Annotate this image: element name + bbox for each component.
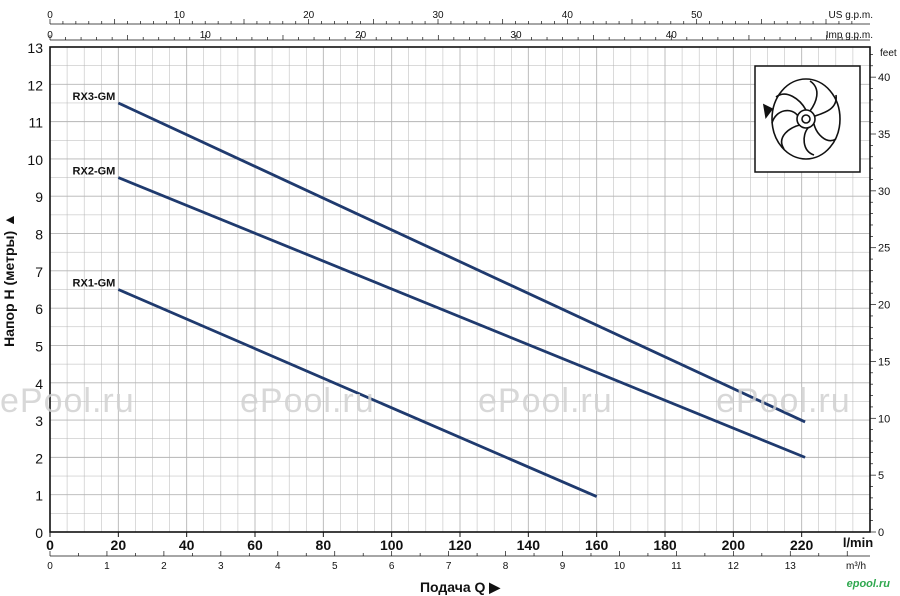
x-tick-label: 220 xyxy=(790,537,814,553)
y-tick-label: 8 xyxy=(35,227,43,243)
impeller-icon xyxy=(754,65,861,173)
axes: 0 10 20 30 40 50 US g.p.m.0 10 20 30 40 Imp g.p.m.0… xyxy=(1,10,897,595)
m3h-tick-label: 5 xyxy=(332,561,338,572)
y-tick-label: 11 xyxy=(28,115,43,131)
imp-gpm-axis-label: Imp g.p.m. xyxy=(826,30,873,41)
grid xyxy=(49,46,871,533)
y-tick-label: 9 xyxy=(35,189,43,205)
watermark: ePool.ru xyxy=(240,382,375,420)
series-label: RX2-GM xyxy=(73,166,116,178)
feet-tick-label: 0 xyxy=(878,527,884,539)
y-tick-label: 13 xyxy=(27,40,43,56)
watermark: ePool.ru xyxy=(478,382,613,420)
m3h-tick-label: 13 xyxy=(785,561,797,572)
feet-tick-label: 20 xyxy=(878,300,890,312)
series-line xyxy=(117,101,806,424)
us-gpm-tick-label: 20 xyxy=(303,10,315,21)
m3h-tick-label: 4 xyxy=(275,561,281,572)
x-tick-label: 180 xyxy=(653,537,677,553)
y-tick-label: 2 xyxy=(35,450,43,466)
m3h-tick-label: 0 xyxy=(47,561,53,572)
y-tick-label: 1 xyxy=(35,488,43,504)
brand-logo: epool.ru xyxy=(846,578,890,590)
y-tick-label: 0 xyxy=(35,525,43,541)
x-tick-label: 0 xyxy=(46,537,54,553)
us-gpm-tick-label: 50 xyxy=(691,10,703,21)
watermark: ePool.ru xyxy=(0,382,135,420)
x-tick-label: 100 xyxy=(380,537,404,553)
feet-tick-label: 10 xyxy=(878,413,890,425)
x-tick-label: 40 xyxy=(179,537,195,553)
us-gpm-tick-label: 10 xyxy=(174,10,186,21)
m3h-tick-label: 11 xyxy=(671,561,682,572)
imp-gpm-tick-label: 40 xyxy=(666,30,678,41)
series-label: RX1-GM xyxy=(73,278,116,290)
x-tick-label: 60 xyxy=(247,537,263,553)
feet-axis-label: feet xyxy=(880,48,897,59)
x-tick-label: 160 xyxy=(585,537,609,553)
feet-tick-label: 25 xyxy=(878,243,890,255)
m3h-tick-label: 8 xyxy=(503,561,509,572)
y-tick-label: 4 xyxy=(35,376,43,392)
series-label: RX3-GM xyxy=(73,91,116,103)
y-axis-title: Напор H (метры) ▲ xyxy=(1,213,17,347)
x-tick-label: 140 xyxy=(517,537,541,553)
m3h-tick-label: 3 xyxy=(218,561,224,572)
y-tick-label: 10 xyxy=(27,152,43,168)
feet-tick-label: 35 xyxy=(878,129,890,141)
feet-tick-label: 15 xyxy=(878,356,890,368)
x-tick-label: 80 xyxy=(316,537,332,553)
m3h-tick-label: 10 xyxy=(614,561,626,572)
feet-tick-label: 5 xyxy=(878,470,884,482)
m3h-tick-label: 12 xyxy=(728,561,740,572)
m3h-axis-label: m³/h xyxy=(846,561,866,572)
m3h-tick-label: 2 xyxy=(161,561,167,572)
us-gpm-tick-label: 40 xyxy=(562,10,574,21)
x-unit-label: l/min xyxy=(843,535,873,550)
m3h-tick-label: 1 xyxy=(104,561,110,572)
us-gpm-tick-label: 30 xyxy=(432,10,444,21)
x-tick-label: 20 xyxy=(111,537,127,553)
imp-gpm-tick-label: 10 xyxy=(200,30,212,41)
imp-gpm-tick-label: 0 xyxy=(47,30,53,41)
x-tick-label: 120 xyxy=(448,537,472,553)
series-line xyxy=(117,288,598,498)
y-tick-label: 12 xyxy=(27,77,43,93)
m3h-tick-label: 7 xyxy=(446,561,452,572)
x-tick-label: 200 xyxy=(722,537,746,553)
x-axis-title: Подача Q ▶ xyxy=(420,579,501,595)
m3h-tick-label: 6 xyxy=(389,561,395,572)
feet-tick-label: 30 xyxy=(878,186,890,198)
series-line xyxy=(117,176,806,459)
y-tick-label: 6 xyxy=(35,301,43,317)
y-tick-label: 7 xyxy=(35,264,43,280)
m3h-tick-label: 9 xyxy=(560,561,566,572)
us-gpm-tick-label: 0 xyxy=(47,10,53,21)
watermark: ePool.ru xyxy=(716,382,851,420)
us-gpm-axis-label: US g.p.m. xyxy=(829,10,873,21)
imp-gpm-tick-label: 30 xyxy=(510,30,522,41)
imp-gpm-tick-label: 20 xyxy=(355,30,367,41)
y-tick-label: 5 xyxy=(35,338,43,354)
y-tick-label: 3 xyxy=(35,413,43,429)
feet-tick-label: 40 xyxy=(878,72,890,84)
series: RX3-GM RX2-GM RX1-GM xyxy=(73,91,806,498)
